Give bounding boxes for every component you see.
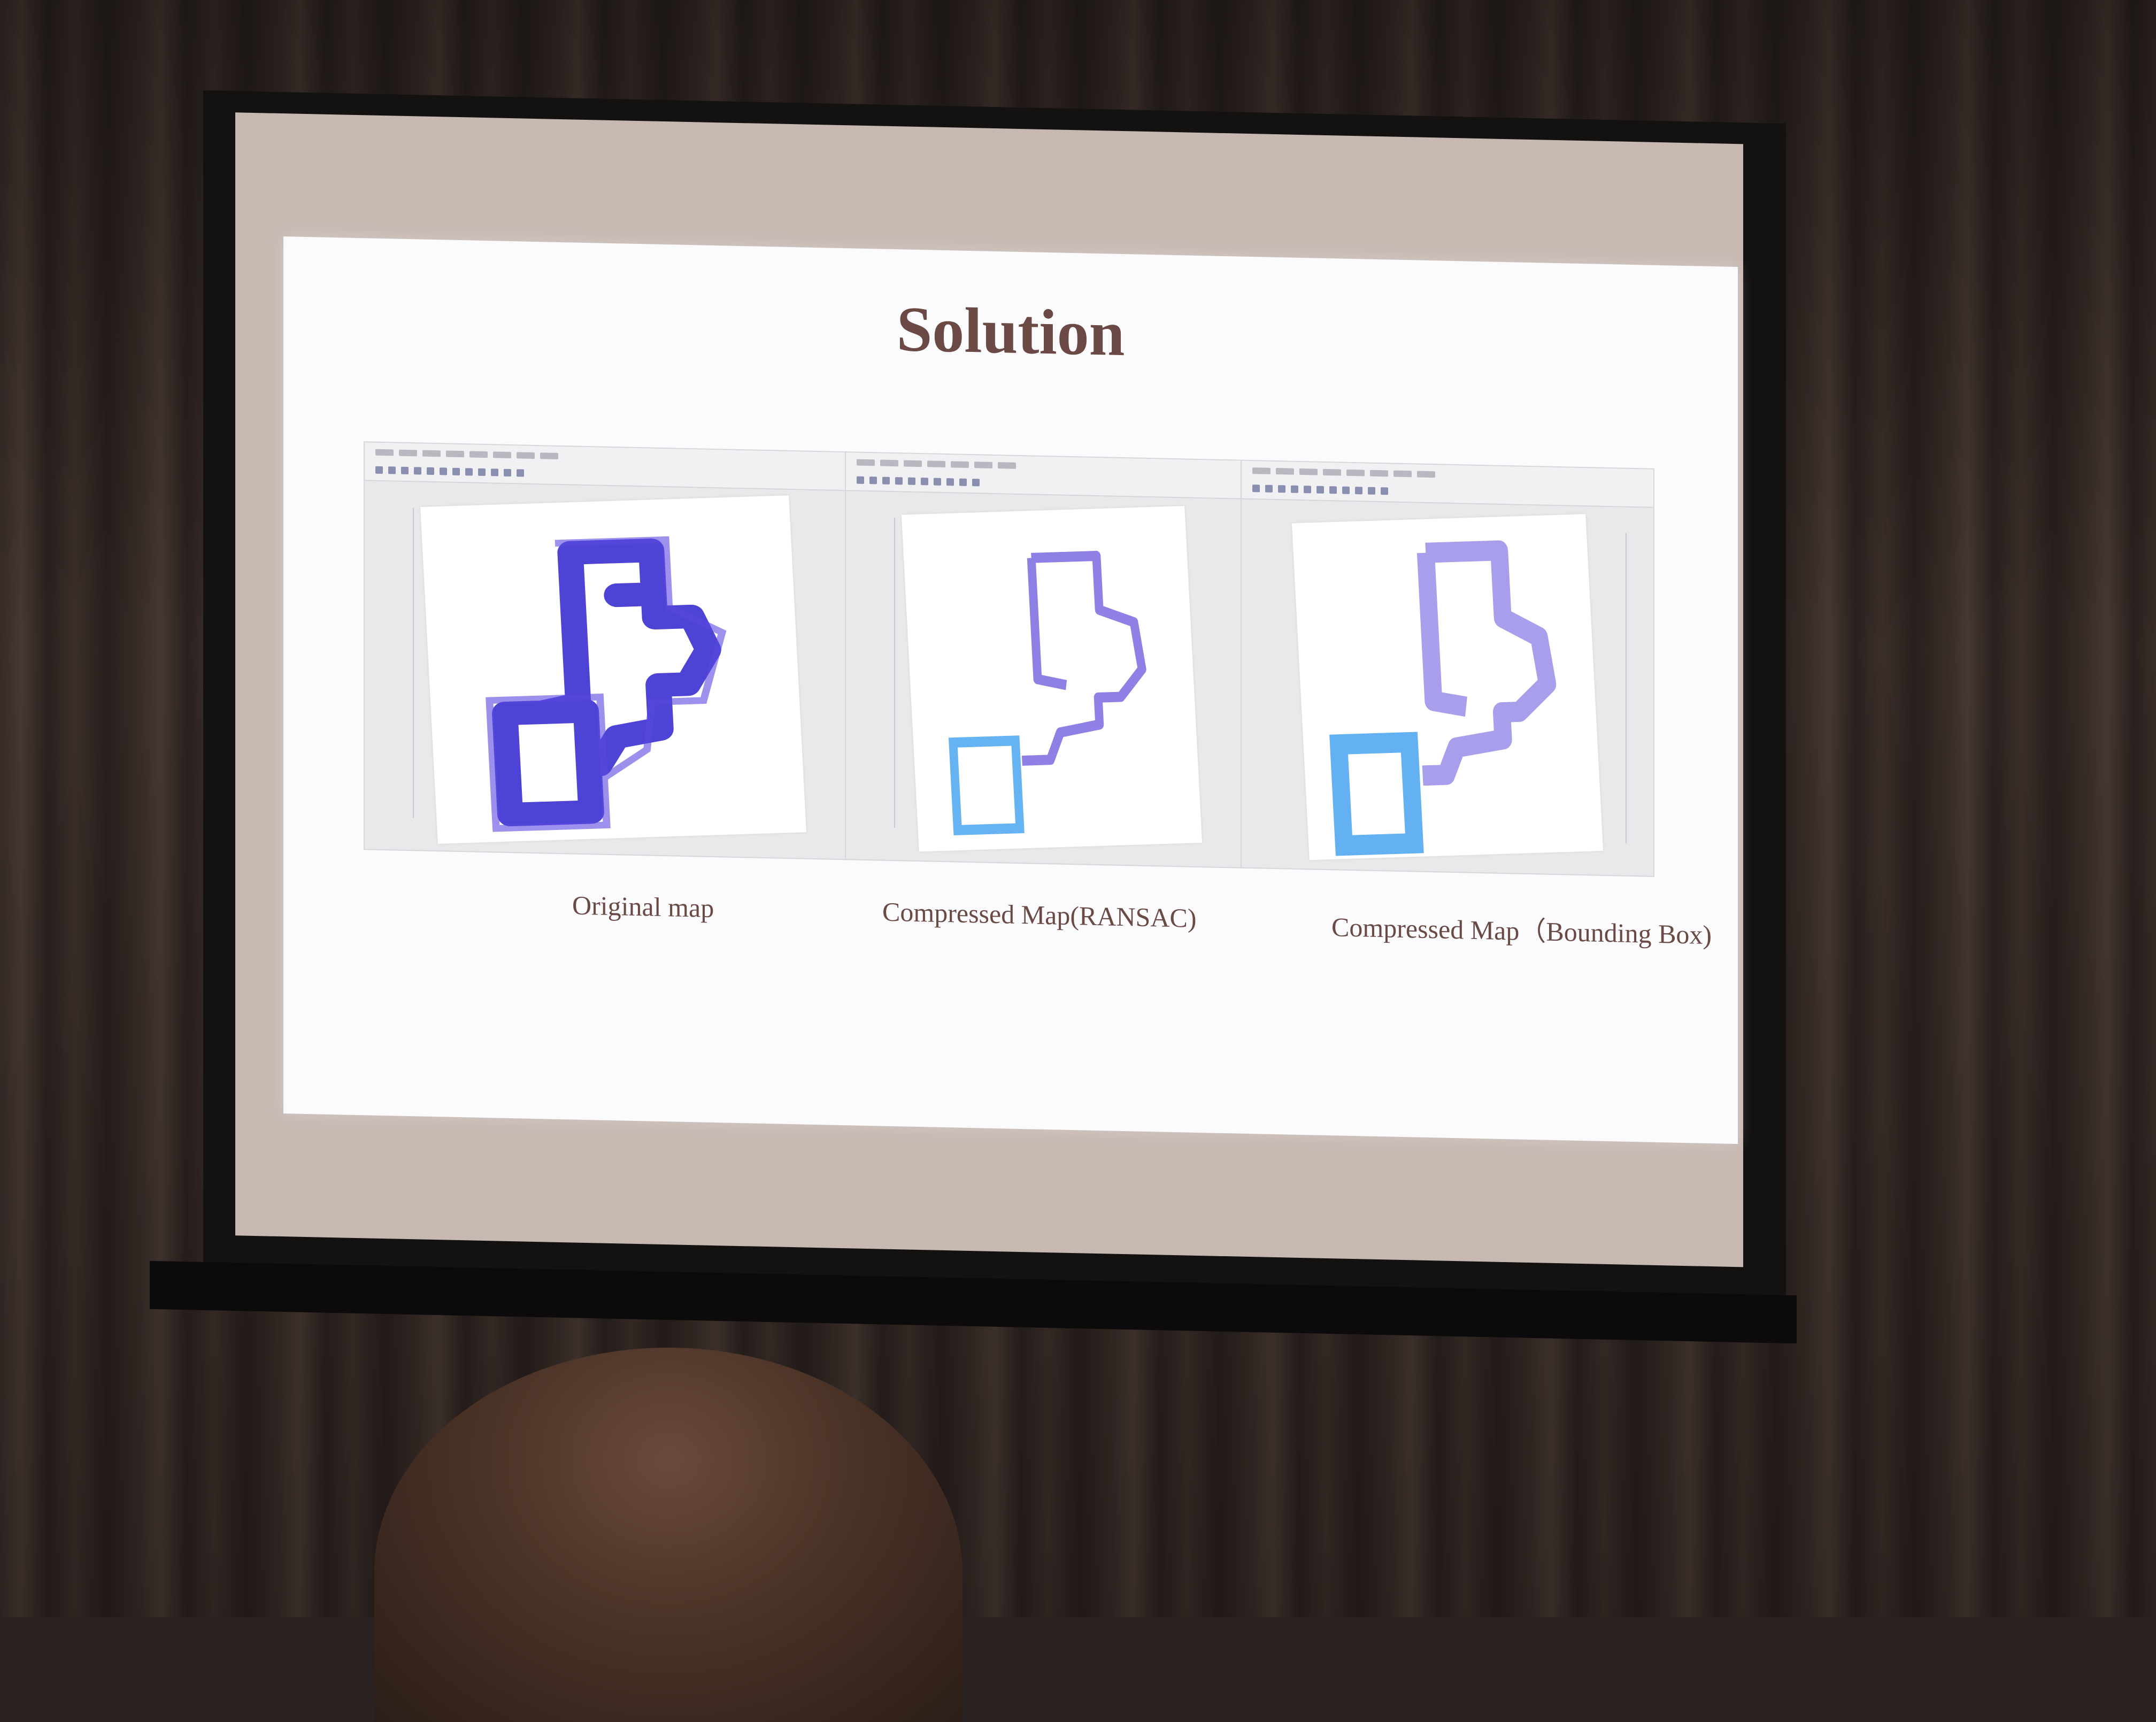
map-canvas <box>1291 514 1604 860</box>
point-cloud-map <box>486 536 727 832</box>
figure-toolbar <box>846 452 1242 499</box>
figure-ransac-map <box>845 451 1243 868</box>
caption-bounding-box-map: Compressed Map（Bounding Box) <box>1331 912 1712 950</box>
point-cloud-map <box>948 551 1146 836</box>
slide-title: Solution <box>896 293 1125 370</box>
figure-bounding-box-map <box>1241 459 1654 877</box>
projector-screen: Solution <box>203 90 1786 1311</box>
y-axis <box>1626 533 1637 844</box>
y-axis <box>883 517 895 828</box>
slide: Solution <box>283 236 1738 1144</box>
figure-original-map <box>364 441 847 860</box>
caption-original-map: Original map <box>572 890 714 924</box>
figure-toolbar <box>1242 460 1653 508</box>
point-cloud-map <box>1329 540 1557 856</box>
map-canvas <box>420 495 807 844</box>
map-canvas <box>901 506 1203 852</box>
caption-ransac-map: Compressed Map(RANSAC) <box>882 896 1197 933</box>
figure-toolbar <box>365 442 846 491</box>
screen-surface: Solution <box>235 112 1743 1267</box>
y-axis <box>402 507 414 818</box>
